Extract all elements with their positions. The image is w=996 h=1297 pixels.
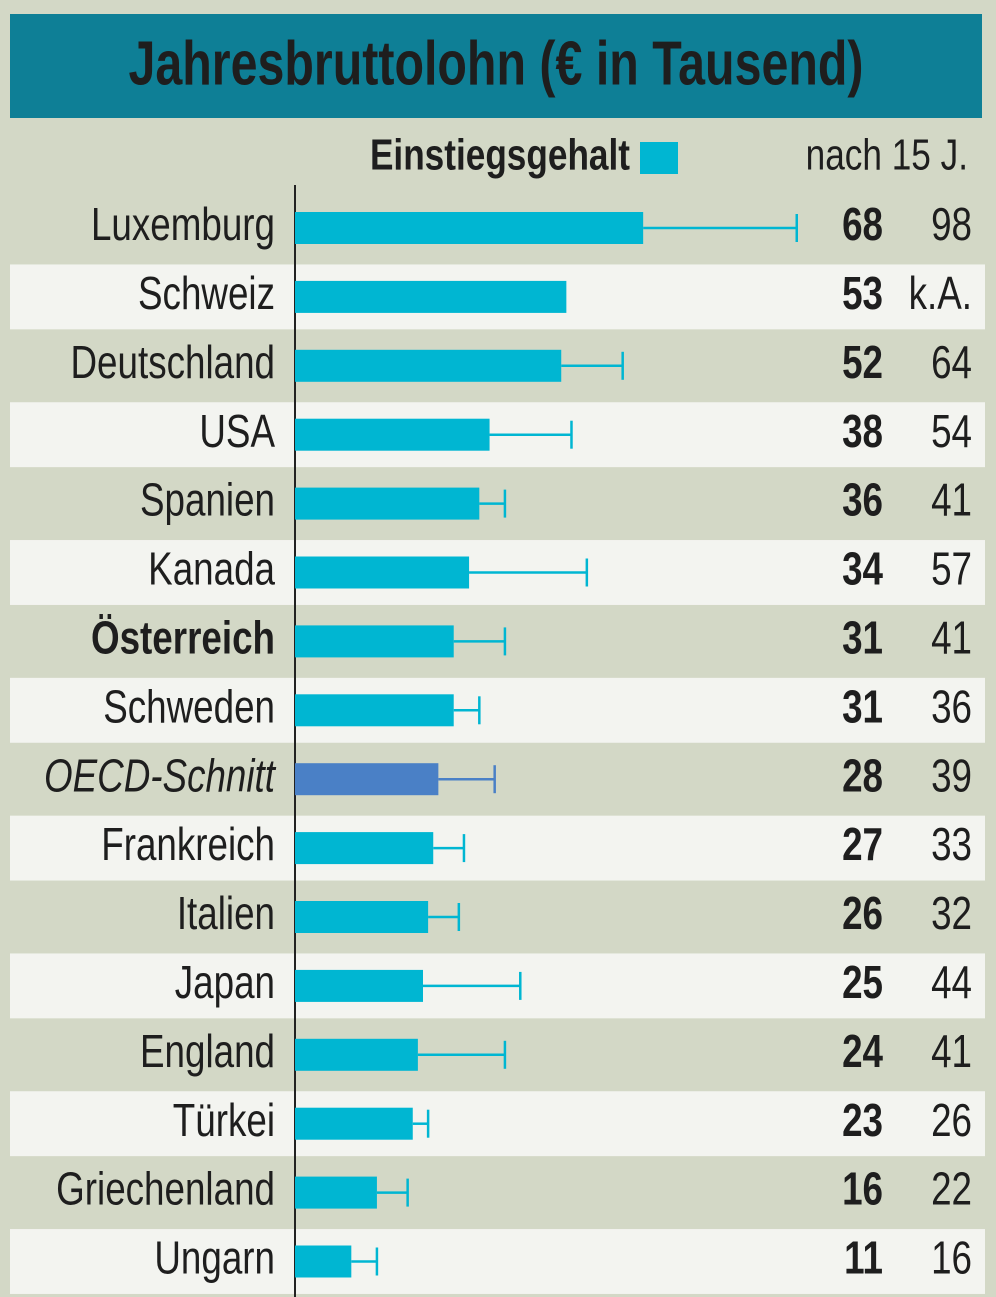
value-label-15y: 36: [931, 680, 972, 732]
legend-swatch: [640, 142, 678, 174]
category-label: OECD-Schnitt: [44, 749, 277, 801]
value-label: 53: [842, 267, 883, 319]
bar: [295, 832, 434, 865]
category-label: Österreich: [91, 612, 275, 664]
title-banner: [10, 14, 982, 118]
value-label-15y: 64: [931, 336, 972, 388]
category-label: Kanada: [148, 543, 276, 595]
value-label: 31: [842, 680, 883, 732]
value-label: 16: [842, 1163, 883, 1215]
value-label: 31: [842, 612, 883, 664]
value-label: 68: [842, 198, 883, 250]
category-label: Ungarn: [154, 1232, 275, 1284]
bar: [295, 212, 644, 244]
value-label-15y: 57: [931, 543, 972, 595]
value-label-15y: 39: [931, 749, 972, 801]
bar: [295, 280, 567, 313]
bar: [295, 694, 454, 727]
value-label-15y: k.A.: [909, 267, 972, 319]
bar: [295, 556, 470, 589]
category-label: Spanien: [140, 474, 275, 526]
bar: [295, 1176, 377, 1209]
bar: [295, 418, 490, 451]
category-label: Luxemburg: [91, 198, 275, 250]
value-label-15y: 22: [931, 1163, 972, 1215]
value-label: 25: [842, 956, 883, 1008]
value-label-15y: 41: [931, 1025, 972, 1077]
category-label: Frankreich: [101, 818, 275, 870]
value-label-15y: 26: [931, 1094, 972, 1146]
category-label: Deutschland: [70, 336, 275, 388]
bar: [295, 1107, 413, 1140]
bar: [295, 969, 423, 1002]
category-label: Italien: [177, 887, 275, 939]
value-label: 26: [842, 887, 883, 939]
category-label: Türkei: [173, 1094, 275, 1146]
column-header: nach 15 J.: [806, 131, 968, 180]
row-band: [10, 677, 985, 743]
value-label-15y: 44: [931, 956, 972, 1008]
value-label: 23: [842, 1094, 883, 1146]
bar: [295, 625, 454, 658]
category-label: England: [140, 1025, 275, 1077]
value-label: 38: [842, 405, 883, 457]
value-label: 27: [842, 818, 883, 870]
value-label-15y: 33: [931, 818, 972, 870]
bar: [295, 901, 429, 933]
bar: [295, 1245, 352, 1278]
row-band: [10, 815, 985, 881]
value-label-15y: 32: [931, 887, 972, 939]
bar: [295, 763, 439, 796]
category-label: Griechenland: [56, 1163, 275, 1215]
category-label: Schweiz: [138, 267, 275, 319]
value-label: 11: [844, 1232, 883, 1284]
bar: [295, 1038, 418, 1071]
value-label-15y: 16: [931, 1232, 972, 1284]
category-label: Schweden: [103, 680, 275, 732]
bar: [295, 487, 480, 520]
value-label-15y: 54: [931, 405, 972, 457]
value-label: 36: [842, 474, 883, 526]
value-label: 52: [842, 336, 883, 388]
category-label: USA: [199, 405, 275, 457]
row-band: [10, 1091, 985, 1157]
value-label: 24: [842, 1025, 883, 1077]
value-label-15y: 98: [931, 198, 972, 250]
chart-title: Jahresbruttolohn (€ in Tausend): [128, 29, 863, 98]
value-label-15y: 41: [931, 612, 972, 664]
value-label-15y: 41: [931, 474, 972, 526]
bar: [295, 349, 562, 382]
category-label: Japan: [175, 956, 275, 1008]
value-label: 34: [842, 543, 883, 595]
legend-label: Einstiegsgehalt: [370, 131, 630, 180]
row-band: [10, 1229, 985, 1294]
value-label: 28: [842, 749, 883, 801]
